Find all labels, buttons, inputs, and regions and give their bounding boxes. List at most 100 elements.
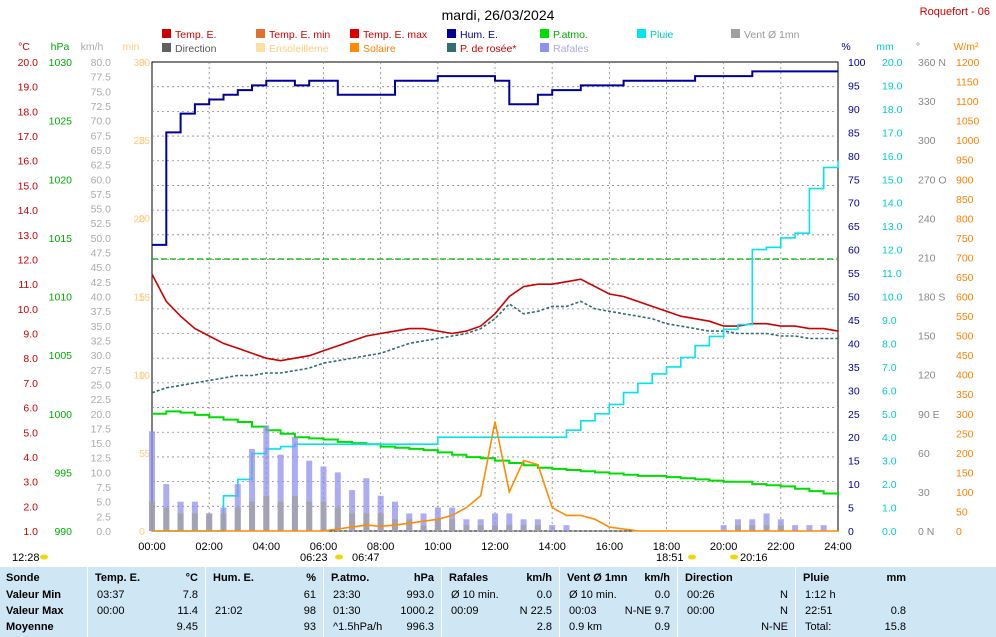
- sun-marker-icon: [688, 554, 696, 560]
- legend-swatch: [162, 29, 171, 38]
- wind-axis-tick: 15.0: [91, 438, 112, 450]
- wind-bar: [549, 525, 556, 531]
- dir-axis-tick: 30: [918, 487, 930, 499]
- temp-axis-tick: 12.0: [18, 254, 39, 266]
- rain-axis-tick: 5.0: [882, 409, 897, 421]
- legend-label: Solaire: [363, 43, 396, 55]
- solar-axis-tick: 850: [956, 194, 974, 206]
- legend-swatch: [162, 43, 171, 52]
- sun-inner-tick: 15: [139, 293, 151, 304]
- stats-wind-row: 00:03 N-NE 9.7: [560, 605, 678, 621]
- stats-dir-row: 00:26 N: [678, 589, 796, 605]
- sunset-time: 18:51: [656, 552, 684, 564]
- stats-press-value: 996.3: [406, 621, 434, 633]
- rain-axis-tick: 1.0: [882, 503, 897, 515]
- stats-press-time: 23:30: [333, 589, 361, 601]
- wind-bar: [263, 425, 270, 531]
- stats-hum-row: 61: [206, 589, 324, 605]
- legend-label: Vent Ø 1mn: [744, 29, 800, 41]
- wind-axis-tick: 32.5: [91, 335, 112, 347]
- wind-bar: [806, 525, 813, 531]
- stats-rain-row: 1:12 h: [796, 589, 914, 605]
- legend-swatch: [256, 43, 265, 52]
- stats-separator: [559, 567, 560, 637]
- rain-axis-tick: 11.0: [882, 268, 902, 280]
- wind-bar: [263, 495, 270, 531]
- wind-bar: [334, 507, 341, 531]
- station-name: Roquefort - 06: [920, 6, 990, 18]
- temp-axis-tick: 7.0: [23, 378, 38, 390]
- wind-bar: [534, 525, 541, 531]
- stats-col-sonde: Sonde Valeur Min Valeur Max Moyenne: [0, 567, 88, 637]
- wind-bar: [792, 525, 799, 531]
- stats-gust-row: Ø 10 min. 0.0: [442, 589, 560, 605]
- wind-axis-tick: 20.0: [91, 409, 112, 421]
- temp-axis-tick: 14.0: [18, 205, 39, 217]
- solar-axis-tick: 100: [956, 487, 974, 499]
- wind-axis-tick: 77.5: [91, 72, 112, 84]
- temp-axis-tick: 15.0: [18, 180, 39, 192]
- sunrise2-time: 06:47: [352, 552, 380, 564]
- temp-axis-tick: 2.0: [23, 501, 38, 513]
- stats-dir-title: Direction: [685, 572, 733, 584]
- stats-temp-time: 00:00: [97, 605, 125, 617]
- x-axis-tick: 02:00: [195, 541, 223, 553]
- wind-axis-tick: 42.5: [91, 277, 112, 289]
- dir-axis-tick: 150: [918, 331, 936, 343]
- temp-axis-tick: 11.0: [18, 279, 38, 291]
- press-axis-tick: 1010: [49, 292, 73, 304]
- wind-bar: [306, 501, 313, 531]
- stats-wind-row: Ø 10 min. 0.0: [560, 589, 678, 605]
- x-axis-tick: 20:00: [710, 541, 738, 553]
- wind-bar: [477, 525, 484, 531]
- wind-bar: [291, 437, 298, 531]
- sun-inner-tick: 10: [139, 371, 151, 382]
- x-axis-tick: 14:00: [538, 541, 566, 553]
- series-solaire: [152, 421, 838, 532]
- stats-press-unit: hPa: [413, 572, 434, 584]
- rain-axis-tick: 19.0: [882, 80, 903, 92]
- solar-axis-tick: 750: [956, 233, 974, 245]
- rain-axis-tick: 15.0: [882, 174, 903, 186]
- wind-axis-tick: 75.0: [91, 86, 112, 98]
- wind-axis-tick: 17.5: [91, 423, 112, 435]
- x-axis-tick: 22:00: [767, 541, 795, 553]
- x-axis-tick: 16:00: [596, 541, 624, 553]
- temp-axis-tick: 20.0: [18, 57, 39, 69]
- press-axis-tick: 1005: [49, 350, 73, 362]
- wind-bar: [149, 501, 155, 531]
- solar-axis-tick: 400: [956, 370, 974, 382]
- wind-bar: [391, 501, 398, 531]
- legend-swatch: [447, 43, 456, 52]
- wind-bar: [206, 513, 213, 531]
- wind-axis-tick: 35.0: [91, 321, 112, 333]
- stats-dir-value: N: [780, 605, 788, 617]
- stats-separator: [441, 567, 442, 637]
- hum-axis-unit: %: [841, 41, 850, 53]
- stats-row-min-label: Valeur Min: [6, 589, 62, 601]
- stats-wind-time: 00:03: [569, 605, 597, 617]
- wind-axis-tick: 67.5: [91, 130, 112, 142]
- legend-swatch: [256, 29, 265, 38]
- rain-axis-tick: 13.0: [882, 221, 903, 233]
- stats-temp-time: 03:37: [97, 589, 125, 601]
- wind-axis-tick: 25.0: [91, 379, 112, 391]
- rain-axis-tick: 3.0: [882, 456, 897, 468]
- temp-axis-tick: 5.0: [23, 427, 38, 439]
- hum-axis-tick: 55: [848, 268, 860, 280]
- stats-wind-title: Vent Ø 1mn: [567, 572, 628, 584]
- wind-bar: [320, 501, 327, 531]
- stats-rain-time: Total:: [805, 621, 832, 633]
- dir-axis-tick: 120: [918, 370, 936, 382]
- solar-axis-tick: 50: [956, 506, 968, 518]
- solar-axis-tick: 950: [956, 155, 974, 167]
- stats-gust-column: Rafales km/h Ø 10 min. 0.0 00:09 N 22.5 2.8: [442, 567, 560, 637]
- wind-axis-tick: 22.5: [91, 394, 112, 406]
- stats-wind-time: Ø 10 min.: [569, 589, 617, 601]
- temp-axis-tick: 18.0: [18, 106, 39, 118]
- sun-axis-tick: 30: [133, 57, 145, 69]
- stats-dir-row: N-NE: [678, 621, 796, 637]
- stats-gust-unit: km/h: [526, 572, 552, 584]
- solar-axis-tick: 1100: [956, 96, 979, 108]
- legend-label: P. de rosée*: [460, 43, 516, 55]
